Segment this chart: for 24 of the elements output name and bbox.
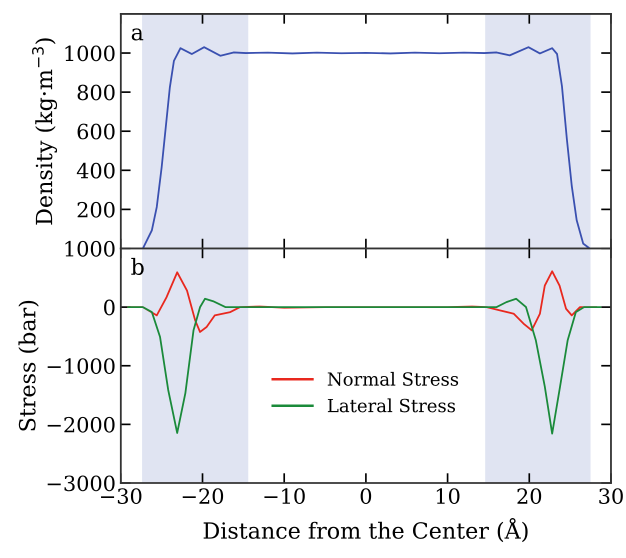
legend-label: Normal Stress	[328, 372, 458, 386]
y-tick-label: 0	[104, 300, 115, 316]
x-tick-label: 30	[599, 488, 623, 504]
y-axis-title: Density (kg·m$^{−3}$)	[32, 38, 58, 225]
y-tick-label: 200	[78, 202, 115, 218]
x-tick-label: −20	[182, 488, 224, 504]
x-tick-label: 0	[360, 488, 372, 504]
annotation: b	[131, 258, 144, 276]
x-tick-label: −10	[264, 488, 305, 504]
y-axis-title: Stress (bar)	[18, 300, 39, 430]
line-series	[127, 298, 602, 435]
line-series	[142, 46, 591, 248]
y-tick-label: 1000	[65, 45, 115, 62]
y-tick-label: 400	[76, 162, 115, 179]
legend-label: Lateral Stress	[328, 398, 456, 412]
x-tick-label: 20	[517, 488, 542, 504]
y-tick-label: −2000	[48, 416, 115, 433]
x-tick-label: 10	[436, 488, 460, 504]
y-tick-label: 600	[78, 124, 115, 140]
y-tick-label: 800	[78, 84, 115, 100]
y-tick-label: −1000	[48, 358, 115, 374]
annotation: a	[132, 28, 144, 41]
x-axis-title: Distance from the Center (Å)	[204, 518, 528, 542]
y-tick-label: 1000	[65, 240, 115, 257]
